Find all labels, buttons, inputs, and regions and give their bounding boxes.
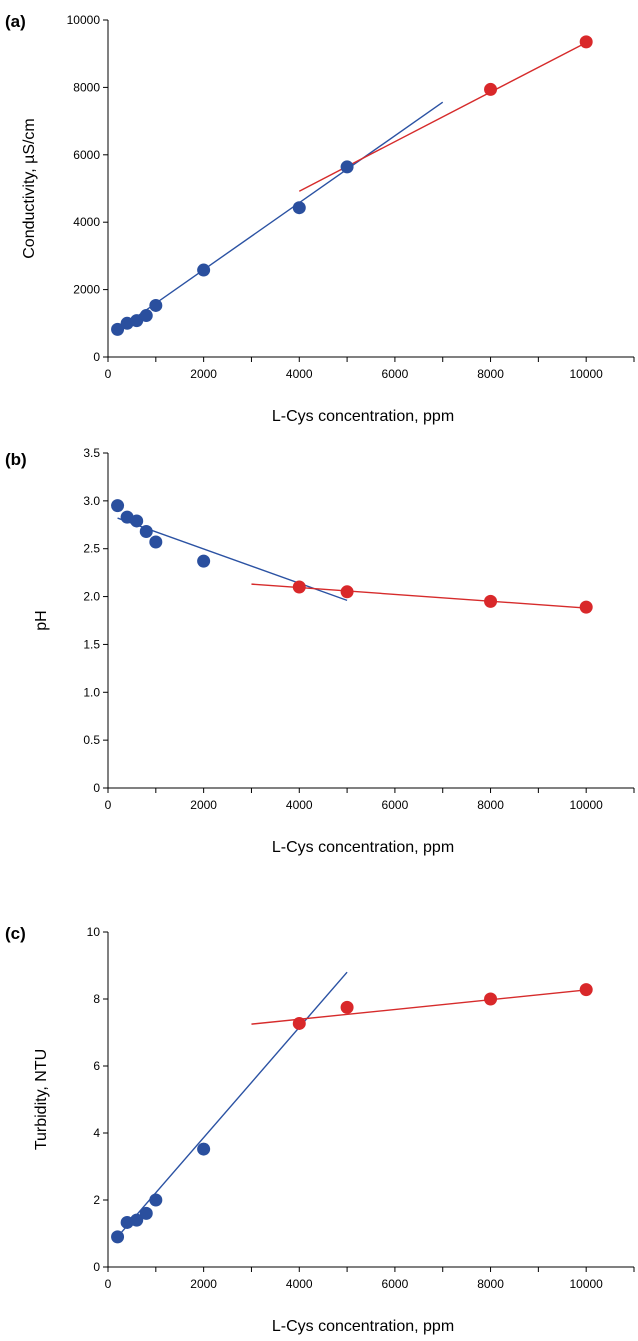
data-point-blue bbox=[111, 499, 125, 513]
data-point-red bbox=[579, 35, 593, 49]
x-tick-label: 10000 bbox=[569, 1277, 603, 1291]
data-point-blue bbox=[292, 201, 306, 215]
x-tick-label: 10000 bbox=[569, 798, 603, 812]
x-axis-label: L-Cys concentration, ppm bbox=[272, 1318, 454, 1335]
data-point-red bbox=[484, 594, 498, 608]
data-point-blue bbox=[139, 1206, 153, 1220]
fit-line-blue bbox=[117, 517, 348, 602]
x-tick-label: 2000 bbox=[190, 798, 217, 812]
data-point-red bbox=[484, 82, 498, 96]
y-tick-label: 0 bbox=[93, 781, 100, 795]
y-tick-label: 3.5 bbox=[83, 446, 100, 460]
x-tick-label: 4000 bbox=[286, 367, 313, 381]
x-tick-label: 6000 bbox=[382, 367, 409, 381]
y-tick-label: 6 bbox=[93, 1059, 100, 1073]
data-point-red bbox=[340, 1000, 354, 1014]
data-point-blue bbox=[197, 263, 211, 277]
y-tick-label: 4 bbox=[93, 1126, 100, 1140]
y-axis-label: Conductivity, µS/cm bbox=[21, 118, 38, 259]
data-point-blue bbox=[130, 314, 144, 328]
data-point-red bbox=[292, 1016, 306, 1030]
data-point-blue bbox=[130, 514, 144, 528]
x-tick-label: 0 bbox=[105, 1277, 112, 1291]
x-axis-label: L-Cys concentration, ppm bbox=[272, 839, 454, 856]
data-point-blue bbox=[111, 322, 125, 336]
panel-label: (c) bbox=[5, 924, 26, 943]
data-point-blue bbox=[149, 298, 163, 312]
data-point-blue bbox=[340, 160, 354, 174]
y-tick-label: 8 bbox=[93, 992, 100, 1006]
x-tick-label: 2000 bbox=[190, 1277, 217, 1291]
x-tick-label: 8000 bbox=[477, 1277, 504, 1291]
panel-label: (b) bbox=[5, 450, 27, 469]
y-tick-label: 2.5 bbox=[83, 542, 100, 556]
y-axis-label: pH bbox=[33, 610, 50, 630]
panel-label: (a) bbox=[5, 12, 26, 31]
x-tick-label: 6000 bbox=[382, 798, 409, 812]
data-point-blue bbox=[197, 554, 211, 568]
x-tick-label: 6000 bbox=[382, 1277, 409, 1291]
y-tick-label: 0.5 bbox=[83, 733, 100, 747]
y-tick-label: 8000 bbox=[73, 80, 100, 94]
y-tick-label: 0 bbox=[93, 1260, 100, 1274]
y-axis-label: Turbidity, NTU bbox=[33, 1049, 50, 1150]
y-tick-label: 2 bbox=[93, 1193, 100, 1207]
chart-panel-0: 0 2000 4000 6000 8000 10000 0 2000 4000 6000 8000 1… bbox=[5, 12, 635, 425]
fit-line-red bbox=[251, 989, 587, 1025]
data-point-blue bbox=[149, 1193, 163, 1207]
x-tick-label: 0 bbox=[105, 367, 112, 381]
x-tick-label: 4000 bbox=[286, 1277, 313, 1291]
data-point-blue bbox=[130, 1213, 144, 1227]
data-point-red bbox=[340, 585, 354, 599]
y-tick-label: 0 bbox=[93, 350, 100, 364]
data-point-red bbox=[484, 992, 498, 1006]
y-tick-label: 6000 bbox=[73, 148, 100, 162]
y-tick-label: 10000 bbox=[67, 13, 101, 27]
y-tick-label: 2000 bbox=[73, 283, 100, 297]
data-point-blue bbox=[139, 309, 153, 323]
fit-line-blue bbox=[117, 971, 348, 1238]
x-tick-label: 0 bbox=[105, 798, 112, 812]
data-point-blue bbox=[139, 524, 153, 538]
fit-line-red bbox=[251, 583, 587, 609]
data-point-blue bbox=[111, 1230, 125, 1244]
y-tick-label: 10 bbox=[87, 925, 101, 939]
data-point-red bbox=[579, 600, 593, 614]
data-point-red bbox=[579, 983, 593, 997]
y-tick-label: 2.0 bbox=[83, 590, 100, 604]
data-point-blue bbox=[149, 535, 163, 549]
data-point-blue bbox=[197, 1142, 211, 1156]
x-tick-label: 4000 bbox=[286, 798, 313, 812]
chart-panel-1: 0 0.5 1.0 1.5 2.0 2.5 3.0 3.5 0 2000 4000 6000 8000 1… bbox=[5, 446, 635, 856]
x-axis-label: L-Cys concentration, ppm bbox=[272, 408, 454, 425]
fit-line-blue bbox=[117, 101, 444, 331]
y-tick-label: 1.0 bbox=[83, 685, 100, 699]
x-tick-label: 2000 bbox=[190, 367, 217, 381]
x-tick-label: 8000 bbox=[477, 798, 504, 812]
x-tick-label: 10000 bbox=[569, 367, 603, 381]
x-tick-label: 8000 bbox=[477, 367, 504, 381]
y-tick-label: 1.5 bbox=[83, 637, 100, 651]
data-point-red bbox=[292, 580, 306, 594]
y-tick-label: 4000 bbox=[73, 215, 100, 229]
chart-panel-2: 0 2 4 6 8 10 0 2000 4000 6000 8000 10000 (c) L-Cys co… bbox=[5, 924, 635, 1335]
y-tick-label: 3.0 bbox=[83, 494, 100, 508]
